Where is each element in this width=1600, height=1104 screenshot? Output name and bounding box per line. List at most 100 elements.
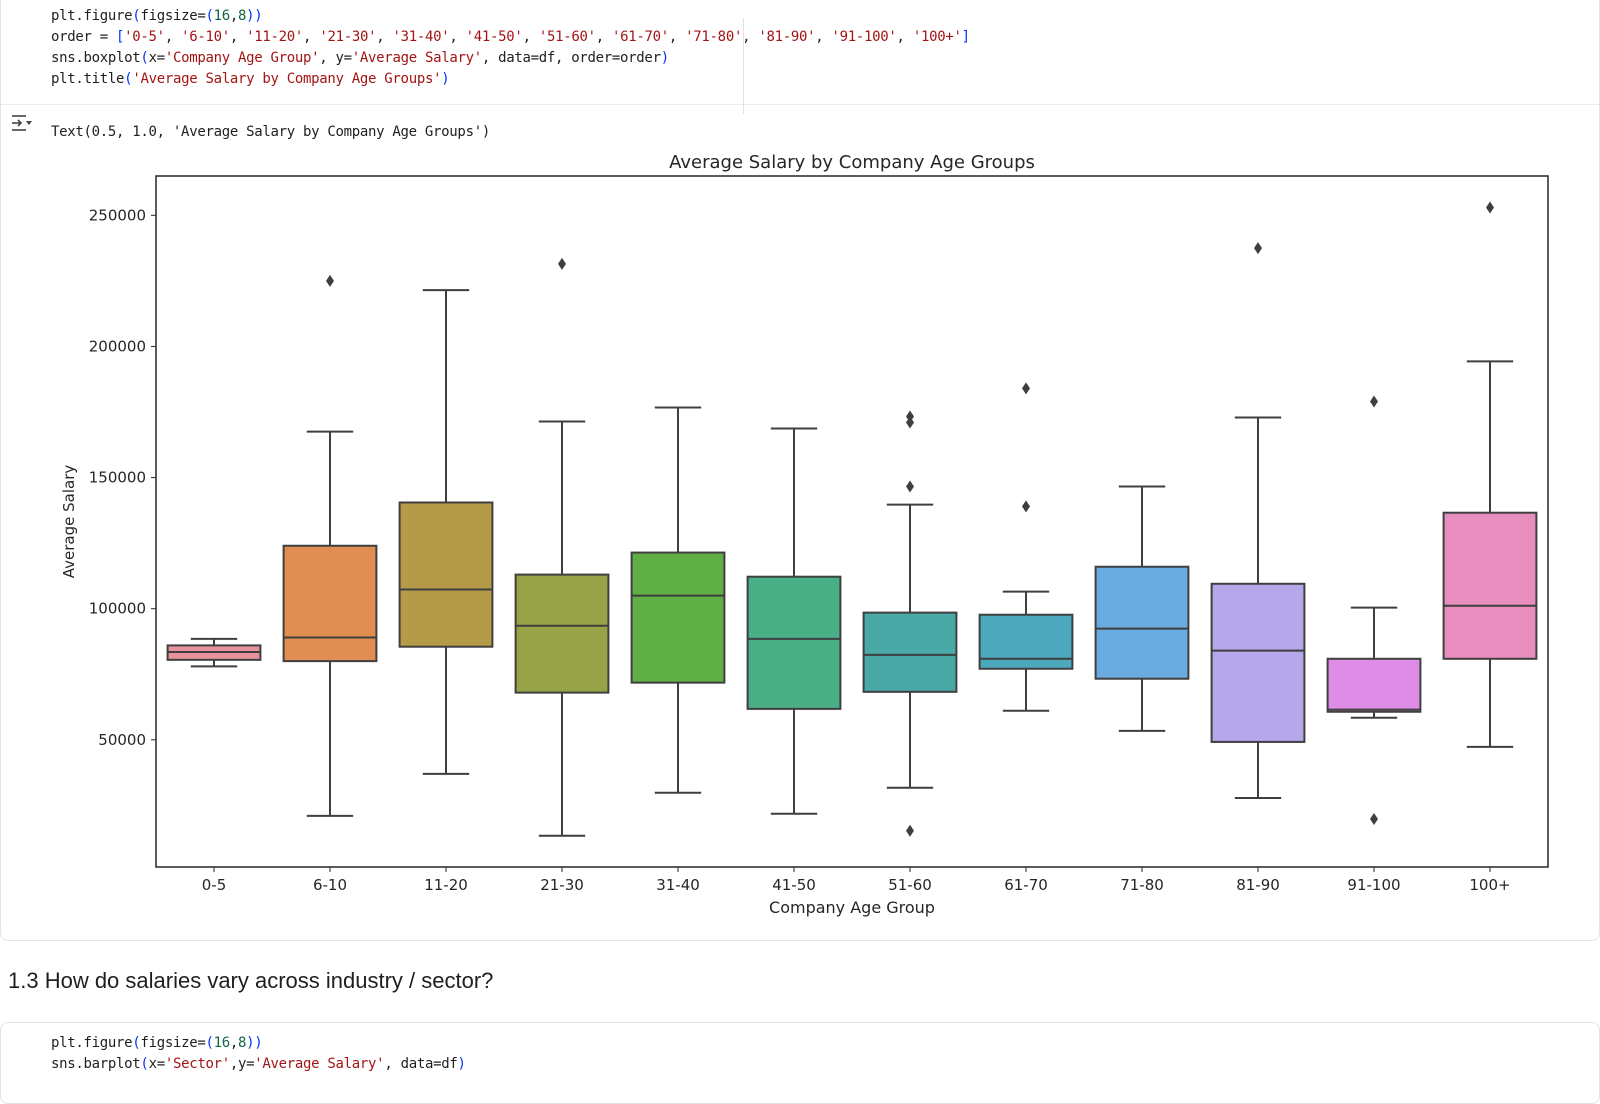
outlier-point — [326, 274, 334, 287]
code-token: order = — [51, 29, 117, 45]
code-token: '61-70' — [612, 29, 669, 45]
code-token: ) — [246, 8, 255, 24]
code-token: ( — [132, 1035, 141, 1051]
code-token: sns.barplot — [51, 1056, 141, 1072]
code-token: sns.boxplot — [51, 50, 141, 66]
markdown-heading: 1.3 How do salaries vary across industry… — [8, 968, 494, 993]
code-token: , — [522, 29, 539, 45]
box-71-80 — [1094, 565, 1190, 680]
code-token: x= — [148, 50, 166, 66]
outlier-point — [906, 480, 914, 493]
output-toggle-icon[interactable] — [9, 112, 35, 134]
y-axis-label: Average Salary — [60, 465, 78, 579]
box-21-30 — [514, 573, 610, 694]
x-tick-label: 41-50 — [772, 876, 816, 894]
box-100+ — [1442, 511, 1538, 660]
code-token: , y= — [319, 50, 352, 66]
outlier-point — [1370, 813, 1378, 826]
code-token: '11-20' — [246, 29, 304, 45]
code-token: ) — [457, 1056, 466, 1072]
cell-output-text: Text(0.5, 1.0, 'Average Salary by Compan… — [51, 124, 490, 140]
code-token: ) — [254, 1035, 263, 1051]
code-token: 8 — [238, 1035, 247, 1051]
code-line: plt.title('Average Salary by Company Age… — [51, 69, 970, 90]
x-tick-label: 21-30 — [540, 876, 584, 894]
box-51-60 — [862, 611, 958, 693]
code-token: ) — [441, 71, 450, 87]
code-token: ( — [124, 71, 133, 87]
code-token: , — [815, 29, 832, 45]
code-token: '0-5' — [124, 29, 165, 45]
x-tick-label: 31-40 — [656, 876, 700, 894]
code-token: 'Average Salary' — [254, 1056, 385, 1072]
code-token: ( — [140, 1056, 149, 1072]
code-token: '51-60' — [538, 29, 596, 45]
code-token: '81-90' — [758, 29, 816, 45]
code-cell-barplot[interactable]: plt.figure(figsize=(16,8)) sns.barplot(x=… — [0, 1022, 1600, 1104]
code-line: sns.boxplot(x='Company Age Group', y='Av… — [51, 48, 970, 69]
code-token: figsize= — [140, 8, 206, 24]
code-token: , — [668, 29, 686, 45]
code-token: ( — [140, 50, 149, 66]
code-token: ( — [132, 8, 141, 24]
code-token: plt.figure — [51, 1035, 133, 1051]
y-tick-label: 150000 — [89, 469, 146, 487]
outlier-point — [558, 257, 566, 270]
code-token: [ — [116, 29, 125, 45]
code-token: 16 — [213, 1035, 231, 1051]
code-token: 'Average Salary' — [351, 50, 482, 66]
code-token: , — [303, 29, 320, 45]
outlier-point — [906, 824, 914, 837]
code-token: , — [376, 29, 393, 45]
x-tick-label: 71-80 — [1120, 876, 1164, 894]
x-tick-label: 51-60 — [888, 876, 932, 894]
x-tick-label: 6-10 — [313, 876, 347, 894]
code-text: plt.figure(figsize=(16,8)) order = ['0-5'… — [51, 6, 970, 90]
code-token: , data=df, order=order — [481, 50, 661, 66]
code-token: , — [164, 29, 182, 45]
line-length-ruler — [743, 18, 744, 114]
plot-frame — [155, 175, 1549, 868]
x-tick-label: 61-70 — [1004, 876, 1048, 894]
code-line: sns.barplot(x='Sector',y='Average Salary… — [51, 1054, 466, 1075]
code-editor[interactable]: plt.figure(figsize=(16,8)) order = ['0-5'… — [1, 4, 1599, 105]
code-token: '71-80' — [685, 29, 743, 45]
code-token: , data=df — [384, 1056, 458, 1072]
chart-title: Average Salary by Company Age Groups — [669, 152, 1035, 173]
code-token: , — [896, 29, 913, 45]
x-tick-label: 11-20 — [424, 876, 468, 894]
code-token: x= — [148, 1056, 166, 1072]
code-line: plt.figure(figsize=(16,8)) — [51, 1033, 466, 1054]
code-token: '100+' — [912, 29, 962, 45]
code-token: , — [742, 29, 759, 45]
y-tick-label: 200000 — [89, 337, 146, 355]
code-token: '31-40' — [392, 29, 450, 45]
code-token: ) — [246, 1035, 255, 1051]
x-tick-label: 0-5 — [202, 876, 227, 894]
y-tick-label: 100000 — [89, 600, 146, 618]
x-tick-label: 100+ — [1469, 876, 1510, 894]
code-line: order = ['0-5', '6-10', '11-20', '21-30'… — [51, 27, 970, 48]
code-token: ) — [254, 8, 263, 24]
code-token: '41-50' — [465, 29, 523, 45]
code-token: 8 — [238, 8, 247, 24]
outlier-point — [906, 416, 914, 429]
code-token: 'Company Age Group' — [164, 50, 320, 66]
code-line: plt.figure(figsize=(16,8)) — [51, 6, 970, 27]
code-token: 'Average Salary by Company Age Groups' — [132, 71, 442, 87]
code-cell-boxplot[interactable]: plt.figure(figsize=(16,8)) order = ['0-5'… — [0, 0, 1600, 941]
y-tick-label: 50000 — [98, 731, 146, 749]
boxplot-chart: Average Salary by Company Age Groups 0-5 6… — [60, 152, 1549, 917]
code-token: , — [229, 8, 239, 24]
code-token: ] — [961, 29, 970, 45]
x-tick-label: 81-90 — [1236, 876, 1280, 894]
code-token: ( — [205, 1035, 214, 1051]
code-token: , — [449, 29, 466, 45]
outlier-point — [1486, 201, 1494, 214]
code-text: plt.figure(figsize=(16,8)) sns.barplot(x=… — [51, 1033, 466, 1075]
box-81-90 — [1210, 582, 1306, 743]
outlier-point — [1022, 382, 1030, 395]
outlier-point — [906, 410, 914, 423]
code-token: plt.title — [51, 71, 125, 87]
code-token: plt.figure — [51, 8, 133, 24]
